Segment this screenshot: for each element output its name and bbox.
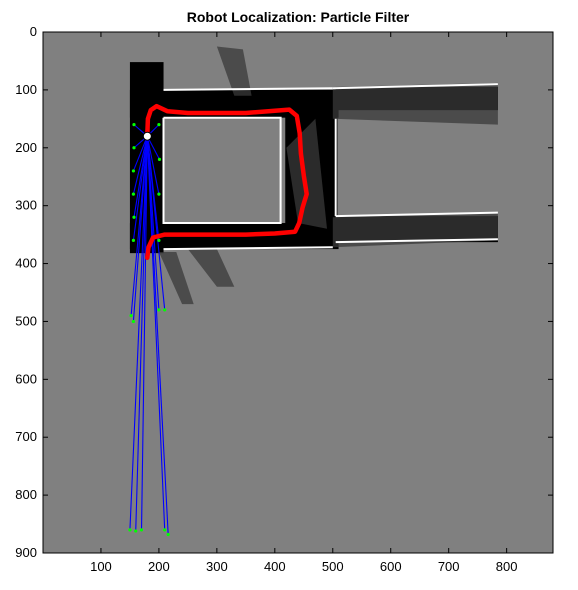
scan-hit: [163, 308, 167, 312]
scan-hit: [166, 532, 170, 537]
scan-hits: [128, 123, 170, 537]
scan-hit: [157, 123, 161, 127]
scan-rays: [129, 124, 169, 535]
x-tick-label: 500: [322, 559, 344, 574]
scan-hit: [163, 528, 167, 532]
y-tick-label: 400: [15, 256, 37, 271]
y-tick-label: 0: [30, 24, 37, 39]
scan-hit: [132, 123, 136, 127]
scan-hit: [132, 215, 136, 219]
x-tick-label: 400: [264, 559, 286, 574]
scan-ray: [146, 136, 166, 310]
wall: [163, 246, 333, 251]
wall: [162, 116, 282, 224]
scan-ray: [129, 136, 148, 530]
chart-title: Robot Localization: Particle Filter: [187, 9, 410, 25]
y-tick-label: 600: [15, 371, 37, 386]
x-tick-label: 600: [380, 559, 402, 574]
y-tick-label: 300: [15, 198, 37, 213]
scan-ray: [132, 135, 148, 172]
wall: [332, 83, 498, 90]
scan-ray: [140, 136, 148, 530]
scan-ray: [146, 136, 160, 195]
y-tick-label: 700: [15, 429, 37, 444]
scan-hit: [131, 238, 136, 242]
scan-hit: [131, 169, 136, 173]
scan-ray: [132, 136, 148, 195]
wall: [163, 87, 333, 91]
x-tick-label: 700: [438, 559, 460, 574]
scan-hit: [157, 238, 161, 242]
estimated-trajectory: [145, 103, 309, 261]
y-tick-label: 800: [15, 487, 37, 502]
y-axis: 0 100 200 300 400 500 600 700 800 900: [15, 24, 553, 560]
scan-ray: [135, 136, 148, 532]
scan-shadow: [187, 249, 235, 287]
scan-ray: [132, 136, 148, 322]
x-tick-label: 100: [90, 559, 112, 574]
scan-hit: [139, 528, 144, 532]
scan-hit: [132, 146, 136, 150]
robot-pose-marker: [142, 131, 152, 141]
scan-hit: [157, 192, 161, 196]
y-tick-label: 100: [15, 82, 37, 97]
scan-hit: [131, 192, 136, 196]
wall: [335, 211, 498, 218]
scan-shadow: [286, 118, 327, 229]
scan-ray: [132, 136, 148, 241]
x-tick-label: 200: [148, 559, 170, 574]
x-tick-label: 800: [496, 559, 518, 574]
wall: [335, 238, 498, 244]
x-tick-label: 300: [206, 559, 228, 574]
scan-hit: [134, 529, 138, 533]
plot-area: [42, 31, 554, 554]
scan-hit: [157, 157, 162, 161]
plot-frame: [42, 31, 554, 554]
y-tick-label: 500: [15, 313, 37, 328]
scan-hit: [131, 319, 136, 324]
scan-shadow: [332, 82, 498, 125]
y-tick-label: 200: [15, 140, 37, 155]
scan-shadow: [158, 252, 194, 305]
scan-hit: [157, 308, 161, 312]
x-axis: 100 200 300 400 500 600 700 800: [90, 32, 517, 574]
scan-shadow: [216, 46, 252, 96]
scan-shadow: [332, 212, 498, 248]
scan-hit: [128, 528, 132, 532]
y-tick-label: 900: [15, 545, 37, 560]
scan-ray: [146, 136, 169, 535]
scan-hit: [129, 314, 133, 318]
